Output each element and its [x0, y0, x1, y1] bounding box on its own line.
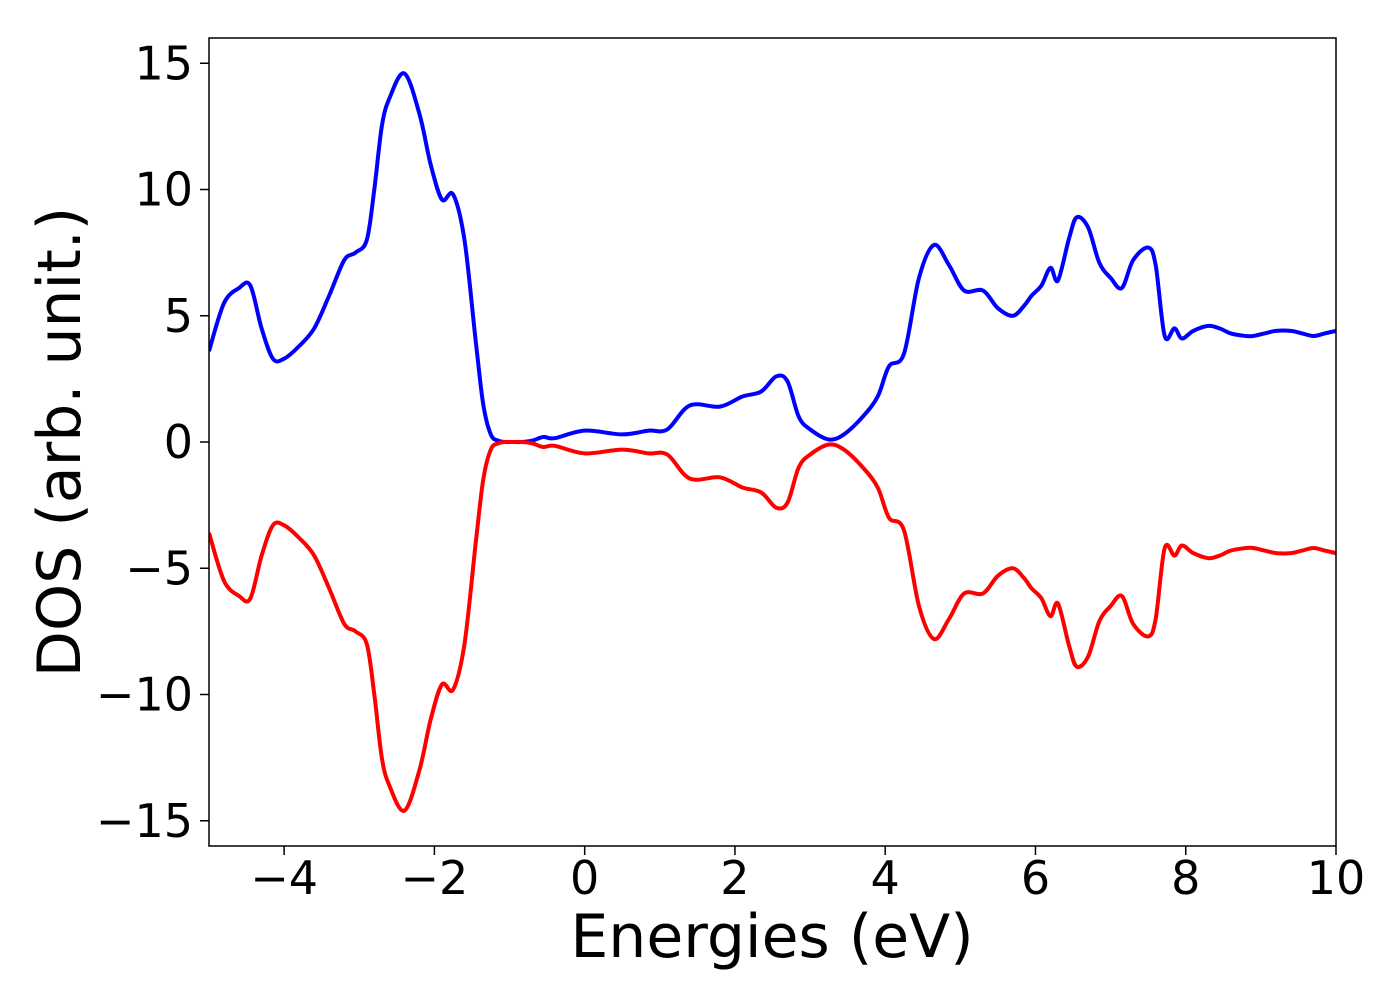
y-tick-label: −10: [96, 668, 193, 722]
y-tick-label: −15: [96, 794, 193, 848]
x-tick-label: 0: [570, 851, 599, 905]
y-tick-label: 15: [134, 36, 193, 90]
y-axis-label: DOS (arb. unit.): [25, 207, 95, 677]
y-tick-label: −5: [125, 541, 193, 595]
x-tick-label: −2: [400, 851, 468, 905]
x-tick-label: 6: [1021, 851, 1050, 905]
x-tick-label: 10: [1307, 851, 1366, 905]
x-axis: −4 −2 0 2 4 6 8 10: [250, 846, 1365, 905]
y-tick-label: 0: [164, 415, 193, 469]
y-tick-label: 5: [164, 289, 193, 343]
x-tick-label: 4: [871, 851, 900, 905]
series-layer: [209, 71, 1336, 813]
y-axis: 15 10 5 0 −5 −10 −15: [96, 36, 209, 848]
x-tick-label: −4: [250, 851, 318, 905]
series-line-1: [209, 439, 1336, 813]
y-tick-label: 10: [134, 163, 193, 217]
x-tick-label: 2: [720, 851, 749, 905]
series-line-0: [209, 71, 1336, 445]
x-axis-label: Energies (eV): [570, 902, 973, 972]
x-tick-label: 8: [1171, 851, 1200, 905]
